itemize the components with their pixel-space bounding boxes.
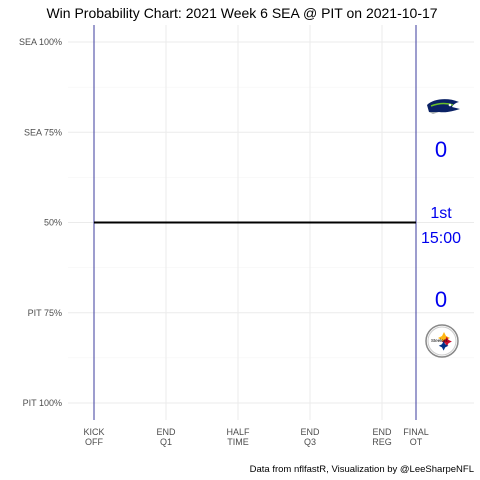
y-tick-label: SEA 100% xyxy=(19,37,62,47)
y-tick-label: 50% xyxy=(44,218,62,228)
x-tick-label: REG xyxy=(372,437,392,447)
x-tick-label: HALF xyxy=(226,427,250,437)
y-axis-ticks: SEA 100% SEA 75% 50% PIT 75% PIT 100% xyxy=(19,37,62,408)
game-clock: 15:00 xyxy=(421,230,461,247)
x-tick-label: OT xyxy=(410,437,423,447)
x-tick-label: OFF xyxy=(85,437,103,447)
x-tick-label: TIME xyxy=(227,437,249,447)
y-tick-label: SEA 75% xyxy=(24,127,62,137)
x-tick-label: END xyxy=(300,427,320,437)
x-tick-label: KICK xyxy=(83,427,104,437)
x-tick-label: Q1 xyxy=(160,437,172,447)
home-score: 0 xyxy=(435,287,447,312)
x-tick-label: END xyxy=(156,427,176,437)
y-tick-label: PIT 75% xyxy=(28,308,62,318)
y-tick-label: PIT 100% xyxy=(23,398,62,408)
x-tick-label: FINAL xyxy=(403,427,429,437)
svg-text:Steelers: Steelers xyxy=(431,338,448,343)
x-tick-label: Q3 xyxy=(304,437,316,447)
pittsburgh-steelers-logo-icon: Steelers xyxy=(425,324,459,358)
seattle-seahawks-logo-icon xyxy=(427,99,460,114)
quarter-label: 1st xyxy=(430,205,452,222)
chart-title: Win Probability Chart: 2021 Week 6 SEA @… xyxy=(46,5,437,21)
away-score: 0 xyxy=(435,137,447,162)
credit-caption: Data from nflfastR, Visualization by @Le… xyxy=(250,464,474,475)
x-tick-label: END xyxy=(372,427,392,437)
